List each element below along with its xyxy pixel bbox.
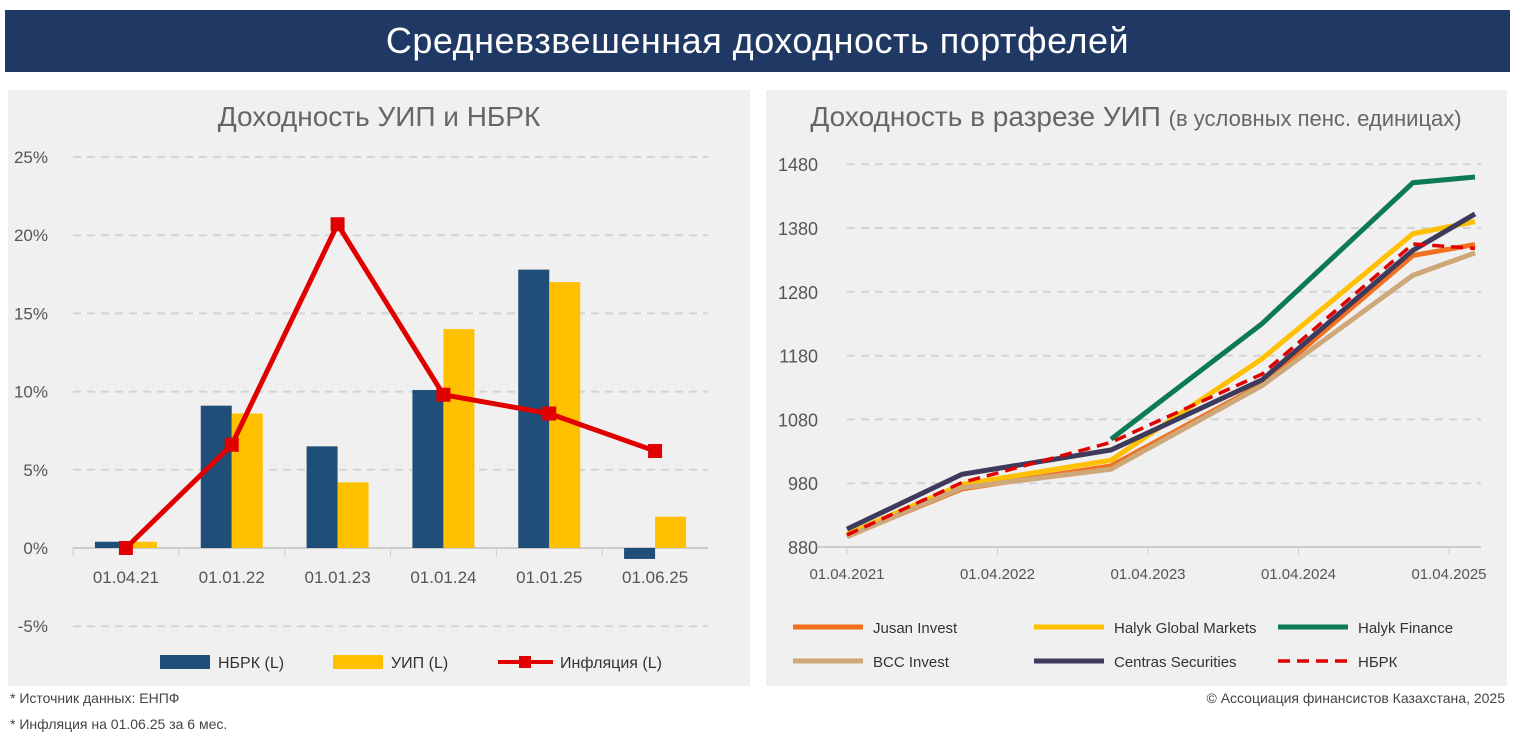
series-line-halyk-global-markets — [846, 219, 1476, 537]
legend-label: Jusan Invest — [873, 620, 958, 637]
inflation-marker — [436, 387, 451, 402]
bar-nbrk — [412, 390, 444, 548]
y-tick-label: 0% — [23, 539, 48, 558]
legend-label: Halyk Finance — [1358, 620, 1453, 637]
legend-label: Centras Securities — [1114, 654, 1237, 671]
y-tick-label: 1480 — [778, 155, 818, 175]
funds-line-chart: Доходность в разрезе УИП (в условных пен… — [778, 101, 1487, 671]
series-line-нбрк — [846, 242, 1476, 537]
inflation-marker — [542, 406, 557, 421]
bar-uip — [125, 541, 157, 548]
y-tick-label: 20% — [14, 226, 48, 245]
bar-nbrk — [624, 548, 656, 559]
legend-label: BCC Invest — [873, 654, 950, 671]
inflation-marker — [118, 541, 133, 555]
y-tick-label: 1080 — [778, 410, 818, 430]
bar-nbrk — [306, 446, 338, 548]
page-title: Средневзвешенная доходность портфелей — [5, 10, 1510, 72]
x-tick-label: 01.01.22 — [199, 568, 265, 587]
legend-label: УИП (L) — [391, 655, 448, 672]
series-line-halyk-finance — [1109, 174, 1476, 442]
chart-title: Доходность в разрезе УИП (в условных пен… — [810, 101, 1461, 132]
x-tick-label: 01.06.25 — [622, 568, 688, 587]
bar-nbrk — [200, 405, 232, 548]
inflation-marker — [330, 217, 345, 232]
x-tick-label: 01.04.2025 — [1411, 566, 1486, 583]
funds-chart-panel: Доходность в разрезе УИП (в условных пен… — [766, 90, 1507, 686]
y-tick-label: 5% — [23, 461, 48, 480]
x-tick-label: 01.04.2021 — [809, 566, 884, 583]
y-tick-label: 15% — [14, 304, 48, 323]
legend-label: Halyk Global Markets — [1114, 620, 1257, 637]
bar-nbrk — [94, 541, 126, 548]
y-tick-label: -5% — [18, 617, 48, 636]
legend-label: НБРК (L) — [218, 655, 284, 672]
inflation-line — [124, 219, 656, 550]
bar-uip — [655, 516, 687, 548]
x-tick-label: 01.04.2024 — [1261, 566, 1336, 583]
y-tick-label: 1380 — [778, 219, 818, 239]
chart-title: Доходность УИП и НБРК — [218, 101, 541, 132]
legend-swatch — [333, 655, 383, 669]
x-tick-label: 01.01.23 — [304, 568, 370, 587]
y-tick-label: 1280 — [778, 283, 818, 303]
inflation-note: * Инфляция на 01.06.25 за 6 мес. — [10, 716, 228, 732]
x-tick-label: 01.04.2023 — [1110, 566, 1185, 583]
x-tick-label: 01.04.21 — [93, 568, 159, 587]
returns-bar-chart: Доходность УИП и НБРК -5% 0% 5% 10% 15% 20% 25%… — [14, 101, 708, 672]
y-tick-label: 25% — [14, 148, 48, 167]
returns-chart-panel: Доходность УИП и НБРК -5% 0% 5% 10% 15% 20% 25%… — [8, 90, 750, 686]
legend-label: Инфляция (L) — [560, 655, 662, 672]
x-tick-label: 01.01.24 — [410, 568, 476, 587]
y-tick-label: 10% — [14, 383, 48, 402]
x-tick-label: 01.01.25 — [516, 568, 582, 587]
y-tick-label: 880 — [788, 538, 818, 558]
legend-swatch — [160, 655, 210, 669]
bar-uip — [443, 329, 475, 548]
legend-label: НБРК — [1358, 654, 1398, 671]
series-line-bcc-invest — [846, 250, 1476, 540]
copyright-note: © Ассоциация финансистов Казахстана, 202… — [1206, 690, 1505, 706]
inflation-marker — [224, 437, 239, 452]
source-note: * Источник данных: ЕНПФ — [10, 690, 180, 706]
inflation-marker — [648, 444, 663, 459]
legend-marker — [519, 656, 531, 668]
x-tick-label: 01.04.2022 — [960, 566, 1035, 583]
y-tick-label: 980 — [788, 474, 818, 494]
bar-uip — [337, 482, 369, 548]
y-tick-label: 1180 — [779, 347, 818, 367]
